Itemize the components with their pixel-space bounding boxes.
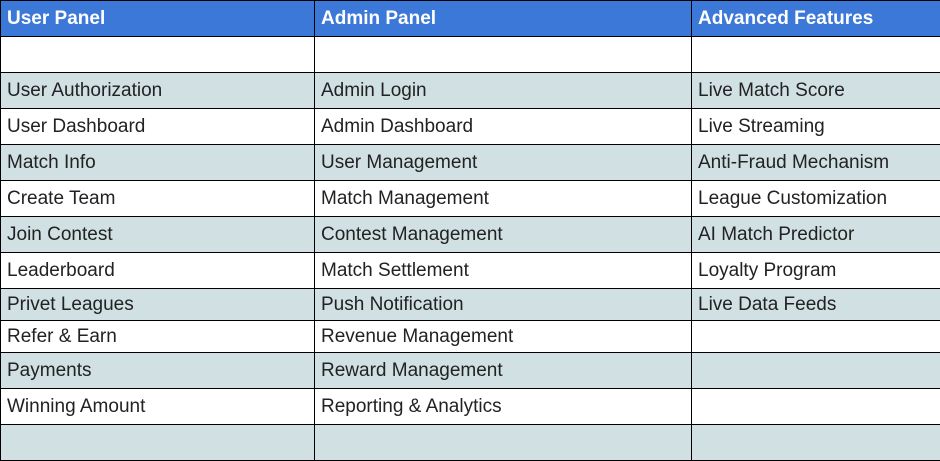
table-cell[interactable] [0, 424, 315, 461]
table-cell[interactable] [314, 424, 692, 461]
table-cell[interactable]: Create Team [0, 180, 315, 217]
table-row: Create Team Match Management League Cust… [0, 180, 940, 217]
table-cell[interactable]: Privet Leagues [0, 288, 315, 321]
table-cell[interactable]: Match Management [314, 180, 692, 217]
table-cell[interactable]: Admin Login [314, 72, 692, 109]
table-row: Privet Leagues Push Notification Live Da… [0, 288, 940, 321]
table-cell[interactable]: Loyalty Program [691, 252, 940, 289]
table-cell[interactable]: Leaderboard [0, 252, 315, 289]
table-row: User Dashboard Admin Dashboard Live Stre… [0, 108, 940, 145]
table-row: User Authorization Admin Login Live Matc… [0, 72, 940, 109]
table-cell[interactable]: Contest Management [314, 216, 692, 253]
table-cell[interactable]: Payments [0, 352, 315, 389]
table-cell[interactable]: Admin Dashboard [314, 108, 692, 145]
table-cell[interactable]: Push Notification [314, 288, 692, 321]
table-row: Payments Reward Management [0, 352, 940, 389]
table-row: Refer & Earn Revenue Management [0, 320, 940, 353]
table-cell[interactable]: Reward Management [314, 352, 692, 389]
table-cell[interactable]: User Dashboard [0, 108, 315, 145]
table-row: Leaderboard Match Settlement Loyalty Pro… [0, 252, 940, 289]
header-admin-panel[interactable]: Admin Panel [314, 0, 692, 37]
table-cell[interactable]: Match Info [0, 144, 315, 181]
table-row: Match Info User Management Anti-Fraud Me… [0, 144, 940, 181]
table-cell[interactable]: Revenue Management [314, 320, 692, 353]
header-row: User Panel Admin Panel Advanced Features [0, 0, 940, 37]
table-row [0, 424, 940, 461]
table-cell[interactable] [691, 352, 940, 389]
table-cell[interactable] [691, 388, 940, 425]
table-cell[interactable] [691, 424, 940, 461]
table-cell[interactable]: Live Match Score [691, 72, 940, 109]
table-cell[interactable]: User Authorization [0, 72, 315, 109]
table-cell[interactable]: Join Contest [0, 216, 315, 253]
header-user-panel[interactable]: User Panel [0, 0, 315, 37]
table-cell[interactable] [691, 36, 940, 73]
table-row [0, 36, 940, 73]
table-cell[interactable]: User Management [314, 144, 692, 181]
table-cell[interactable] [0, 36, 315, 73]
table-row: Join Contest Contest Management AI Match… [0, 216, 940, 253]
table-row: Winning Amount Reporting & Analytics [0, 388, 940, 425]
table-cell[interactable]: AI Match Predictor [691, 216, 940, 253]
table-cell[interactable]: Refer & Earn [0, 320, 315, 353]
table-cell[interactable] [314, 36, 692, 73]
table-cell[interactable]: Live Streaming [691, 108, 940, 145]
header-advanced-features[interactable]: Advanced Features [691, 0, 940, 37]
table-cell[interactable]: Winning Amount [0, 388, 315, 425]
table-cell[interactable]: Reporting & Analytics [314, 388, 692, 425]
table-cell[interactable]: League Customization [691, 180, 940, 217]
table-cell[interactable]: Live Data Feeds [691, 288, 940, 321]
table-cell[interactable]: Match Settlement [314, 252, 692, 289]
table-cell[interactable] [691, 320, 940, 353]
table-cell[interactable]: Anti-Fraud Mechanism [691, 144, 940, 181]
